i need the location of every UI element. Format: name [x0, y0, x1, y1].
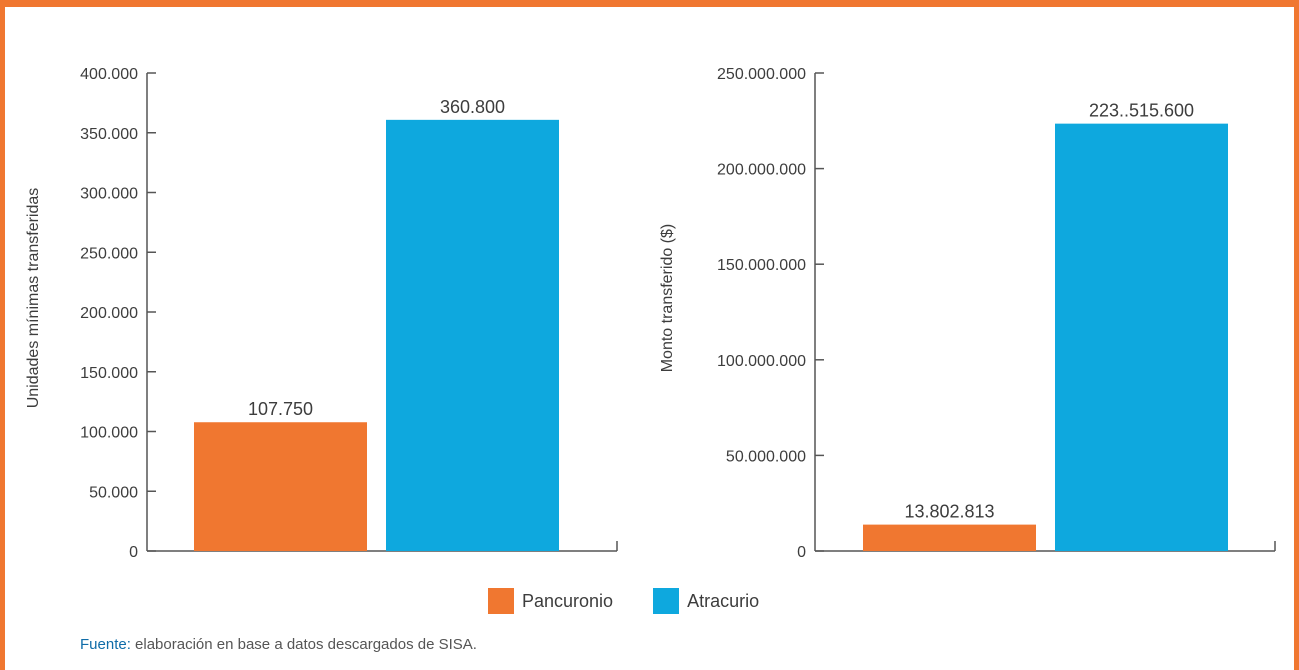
y-tick-label: 150.000.000 [717, 257, 806, 274]
legend-label-atracurio: Atracurio [687, 590, 760, 611]
legend-item-atracurio: Atracurio [653, 588, 759, 614]
y-tick-label: 100.000.000 [717, 353, 806, 370]
data-label-pancuronio: 107.750 [248, 399, 313, 419]
y-tick-label: 150.000 [80, 365, 138, 382]
legend-swatch-atracurio [653, 588, 680, 614]
y-tick-label: 50.000 [89, 484, 138, 501]
y-tick-label: 300.000 [80, 186, 138, 203]
y-tick-label: 0 [129, 544, 138, 561]
legend-swatch-pancuronio [488, 588, 514, 614]
source-note: Fuente: elaboración en base a datos desc… [80, 636, 477, 653]
chart-monto: 0 50.000.000 100.000.000 150.000.000 200.000… [659, 66, 1276, 561]
legend: Pancuronio Atracurio [488, 586, 759, 616]
y-tick-label: 0 [797, 544, 806, 561]
y-tick-label: 200.000 [80, 305, 138, 322]
source-text: elaboración en base a datos descargados … [130, 636, 477, 653]
data-label-pancuronio: 13.802.813 [904, 502, 994, 522]
source-label: Fuente: [80, 636, 131, 653]
y-tick-label: 200.000.000 [717, 162, 806, 179]
y-axis-title: Monto transferido ($) [659, 224, 676, 373]
bar-pancuronio [863, 524, 1036, 551]
y-tick-label: 250.000 [80, 245, 138, 262]
bar-atracurio [1055, 123, 1228, 551]
y-tick-label: 250.000.000 [717, 66, 806, 83]
bar-atracurio [386, 119, 559, 552]
data-label-atracurio: 360.800 [440, 97, 505, 117]
bar-pancuronio [194, 422, 367, 551]
legend-label-pancuronio: Pancuronio [522, 590, 614, 611]
data-label-atracurio: 223..515.600 [1089, 101, 1194, 121]
chart-unidades: 0 50.000 100.000 150.000 200.000 250.000 300.0… [25, 66, 618, 561]
legend-item-pancuronio: Pancuronio [488, 588, 613, 614]
y-tick-label: 100.000 [80, 425, 138, 442]
y-tick-label: 400.000 [80, 66, 138, 83]
y-axis-title: Unidades mínimas transferidas [25, 188, 42, 409]
y-tick-label: 50.000.000 [726, 448, 806, 465]
y-tick-label: 350.000 [80, 126, 138, 143]
